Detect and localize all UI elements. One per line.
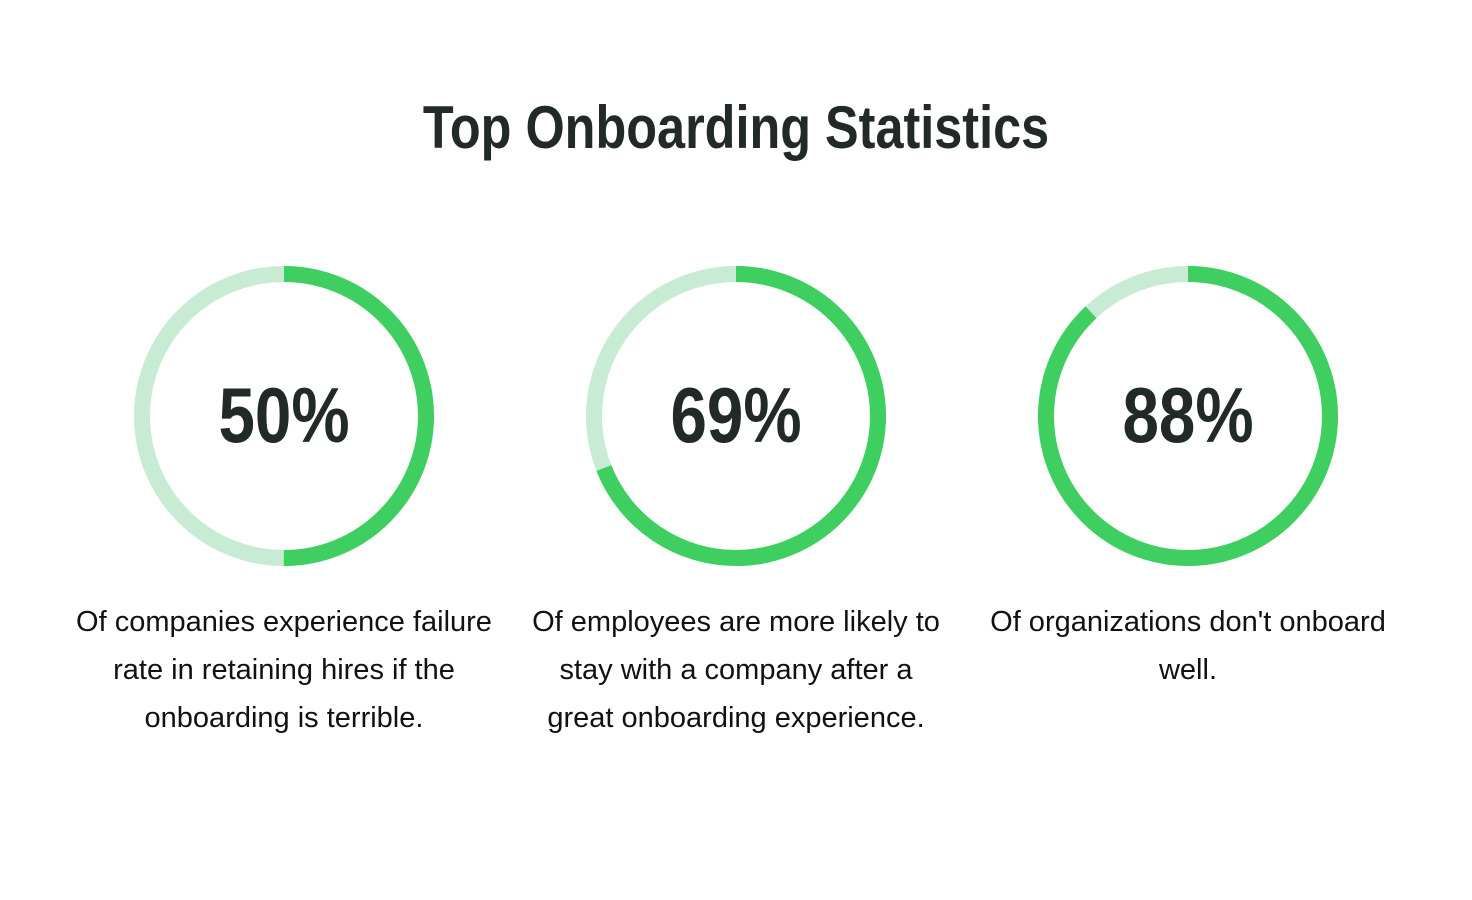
caption: Of employees are more likely to stay wit… [532, 606, 940, 734]
ring-progress [134, 266, 434, 566]
title: Top Onboarding Statistics [422, 94, 1050, 161]
caption: Of companies experience failure rate in … [76, 606, 492, 734]
ring-progress [1038, 266, 1338, 566]
ring-progress [586, 266, 886, 566]
percent-label: 50% [218, 373, 349, 460]
percent-label: 69% [670, 373, 801, 460]
caption: Of organizations don't onboard well. [990, 606, 1386, 686]
percent-label: 88% [1122, 373, 1253, 460]
